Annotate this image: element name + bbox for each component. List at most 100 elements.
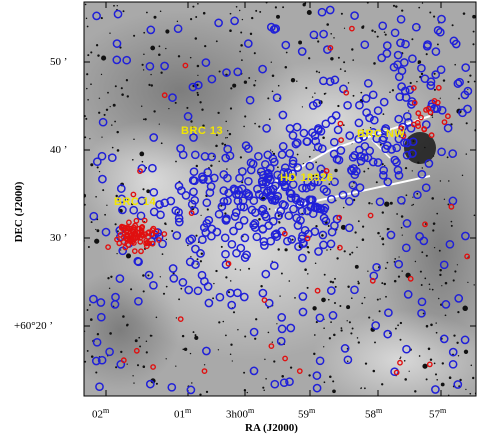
field-star xyxy=(115,194,118,198)
blue-circle-marker xyxy=(97,151,107,161)
field-star xyxy=(84,136,87,139)
field-star xyxy=(438,249,441,252)
blue-circle-marker xyxy=(298,292,308,301)
field-star xyxy=(327,298,330,301)
blue-circle-marker xyxy=(354,118,364,128)
blue-circle-marker xyxy=(463,86,473,96)
blue-circle-marker xyxy=(227,239,237,249)
field-star xyxy=(352,59,355,61)
field-star xyxy=(221,142,224,145)
blue-circle-marker xyxy=(184,285,194,295)
field-star xyxy=(90,163,94,167)
field-star xyxy=(463,349,469,354)
red-point-marker xyxy=(296,368,303,374)
blue-circle-marker xyxy=(333,125,343,135)
field-star xyxy=(462,12,466,15)
field-star xyxy=(87,245,90,249)
blue-circle-marker xyxy=(98,117,108,127)
field-star xyxy=(224,212,227,215)
blue-circle-marker xyxy=(458,108,467,118)
blue-circle-marker xyxy=(168,93,177,102)
field-star xyxy=(470,364,473,367)
field-star xyxy=(362,129,364,131)
field-star xyxy=(271,260,273,262)
field-star xyxy=(436,378,439,381)
blue-circle-marker xyxy=(355,183,365,192)
field-star xyxy=(381,211,384,214)
field-star xyxy=(142,69,145,71)
field-star xyxy=(447,203,450,206)
blue-circle-marker xyxy=(328,311,338,320)
field-star xyxy=(125,79,129,82)
field-star xyxy=(334,277,336,280)
field-star xyxy=(196,91,199,94)
blue-circle-marker xyxy=(317,7,327,17)
field-star xyxy=(98,111,101,114)
field-star xyxy=(372,369,376,373)
field-star xyxy=(421,251,424,254)
field-star xyxy=(145,340,148,342)
blue-circle-marker xyxy=(136,211,146,221)
blue-circle-marker xyxy=(315,313,325,323)
field-star xyxy=(112,103,116,107)
blue-circle-marker xyxy=(312,383,322,393)
blue-circle-marker xyxy=(258,192,268,202)
red-point-marker xyxy=(132,222,139,229)
field-star xyxy=(282,6,285,9)
blue-circle-marker xyxy=(350,285,359,295)
field-star xyxy=(109,332,112,335)
field-star xyxy=(313,352,316,356)
field-star xyxy=(200,252,204,255)
red-point-marker xyxy=(343,89,350,96)
field-star xyxy=(101,136,103,138)
field-star xyxy=(225,120,227,123)
field-star xyxy=(384,33,387,36)
field-star xyxy=(160,71,163,74)
field-star xyxy=(182,348,185,351)
blue-circle-marker xyxy=(453,380,463,389)
field-star xyxy=(205,390,209,394)
field-star xyxy=(428,283,431,286)
blue-circle-marker xyxy=(383,329,393,339)
field-star xyxy=(127,198,130,201)
blue-circle-marker xyxy=(219,197,229,206)
blue-circle-marker xyxy=(361,94,371,103)
red-point-marker xyxy=(421,126,427,132)
blue-circle-marker xyxy=(269,261,279,271)
blue-circle-marker xyxy=(259,237,269,246)
blue-circle-marker xyxy=(386,230,396,240)
blue-circle-marker xyxy=(115,274,125,283)
blue-circle-marker xyxy=(199,223,209,232)
field-star xyxy=(189,352,192,355)
blue-circle-marker xyxy=(286,323,296,333)
field-star xyxy=(467,80,470,83)
blue-circle-marker xyxy=(309,178,319,187)
field-star xyxy=(340,329,343,332)
field-star xyxy=(197,2,199,5)
blue-circle-marker xyxy=(281,40,291,50)
field-star xyxy=(354,264,359,269)
field-star xyxy=(165,29,170,34)
field-star xyxy=(165,238,168,241)
blue-circle-marker xyxy=(242,250,251,260)
blue-circle-marker xyxy=(134,296,143,306)
field-star xyxy=(225,137,227,139)
field-star xyxy=(450,220,453,223)
blue-circle-marker xyxy=(149,187,159,197)
blue-circle-marker xyxy=(461,63,471,72)
field-star xyxy=(394,327,397,330)
field-star xyxy=(111,146,114,149)
blue-circle-marker xyxy=(395,92,405,102)
blue-circle-marker xyxy=(288,180,298,189)
field-star xyxy=(147,274,150,277)
field-star xyxy=(204,44,207,48)
red-point-marker xyxy=(410,85,417,91)
field-star xyxy=(296,80,298,82)
field-star xyxy=(323,346,325,348)
blue-circle-marker xyxy=(439,334,449,344)
field-star xyxy=(195,16,198,18)
blue-circle-marker xyxy=(174,213,184,223)
red-point-marker xyxy=(337,120,344,127)
blue-circle-marker xyxy=(96,312,106,322)
blue-circle-marker xyxy=(111,292,120,302)
